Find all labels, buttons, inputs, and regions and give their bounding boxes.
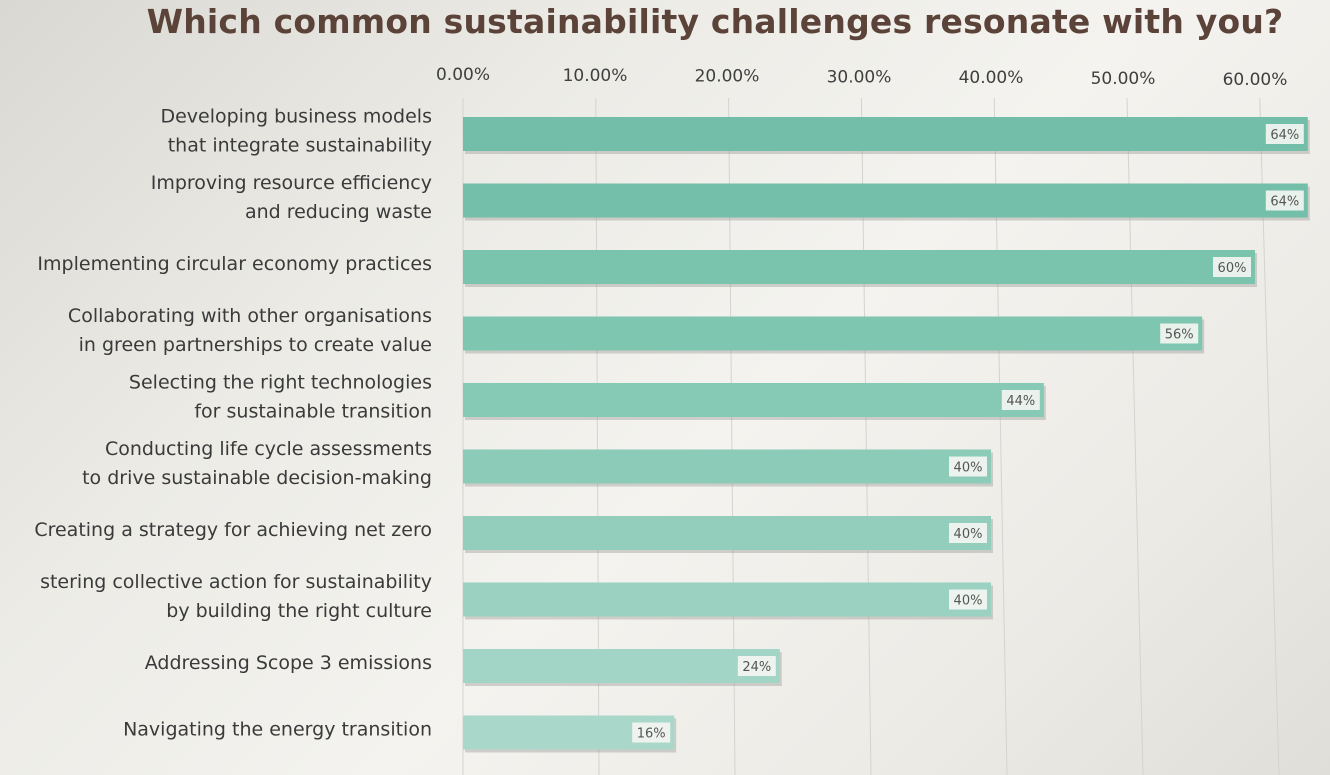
category-label: in green partnerships to create value (79, 334, 432, 356)
data-label: 40% (949, 456, 987, 477)
category-label: Creating a strategy for achieving net ze… (34, 519, 432, 541)
data-label: 44% (1001, 390, 1040, 410)
data-label-box (949, 523, 987, 543)
data-label-box (949, 456, 987, 477)
category-label: Selecting the right technologies (129, 372, 432, 394)
data-label: 40% (949, 523, 987, 543)
data-label-box (1160, 323, 1199, 344)
category-label: Developing business models (160, 106, 432, 128)
data-label-text: 24% (742, 660, 771, 675)
data-label-text: 64% (1270, 128, 1299, 143)
data-label-text: 44% (1006, 394, 1035, 409)
x-tick-label: 60.00% (1223, 70, 1288, 90)
data-label-box (632, 722, 671, 743)
category-label: Navigating the energy transition (123, 719, 432, 741)
data-label-box (1265, 124, 1304, 144)
bar (463, 649, 780, 683)
data-label: 24% (737, 656, 776, 676)
bar (463, 516, 991, 550)
category-label: Improving resource efficiency (151, 172, 432, 194)
bars (463, 117, 1310, 753)
x-tick-label: 50.00% (1091, 69, 1156, 89)
category-labels: Developing business models that integrate… (34, 106, 432, 741)
data-label: 40% (949, 589, 987, 610)
data-label-box (1213, 257, 1251, 277)
category-label: to drive sustainable decision-making (82, 467, 432, 489)
bar (463, 582, 991, 617)
data-label-text: 40% (954, 527, 983, 542)
x-tick-label: 40.00% (959, 68, 1024, 88)
x-tick-label: 20.00% (695, 67, 760, 87)
data-label-text: 40% (954, 594, 983, 609)
bar (463, 316, 1203, 351)
category-label: that integrate sustainability (168, 135, 432, 157)
category-label: Addressing Scope 3 emissions (145, 652, 432, 674)
data-label: 16% (632, 722, 671, 743)
category-label: Implementing circular economy practices (37, 253, 432, 275)
data-label-box (949, 589, 987, 610)
bar (463, 117, 1308, 151)
data-label-text: 64% (1270, 195, 1299, 210)
x-axis-ticks: 0.00% 10.00% 20.00% 30.00% 40.00% 50.00% 60.00… (436, 65, 1287, 90)
chart-title: Which common sustainability challenges r… (146, 2, 1284, 41)
data-label-text: 56% (1165, 328, 1194, 343)
category-label: stering collective action for sustainabi… (40, 571, 432, 593)
x-tick-label: 0.00% (436, 65, 490, 85)
data-label: 60% (1213, 257, 1251, 277)
data-label: 64% (1265, 190, 1304, 211)
category-label: by building the right culture (166, 600, 432, 622)
category-label: and reducing waste (245, 201, 432, 223)
data-label-text: 60% (1218, 261, 1247, 276)
data-label-text: 40% (954, 461, 983, 476)
data-label-text: 16% (637, 727, 666, 742)
category-label: Conducting life cycle assessments (105, 438, 432, 460)
data-labels: 64% 64% 60% 56% 44% 40% 40% 40% 24% 16% (632, 124, 1304, 743)
data-label-box (1265, 190, 1304, 211)
bar (463, 449, 991, 484)
data-label-box (737, 656, 776, 676)
bar (463, 383, 1044, 417)
x-tick-label: 30.00% (827, 67, 892, 87)
data-label: 64% (1265, 124, 1304, 144)
bar (463, 250, 1255, 284)
x-tick-label: 10.00% (563, 66, 628, 86)
data-label: 56% (1160, 323, 1199, 344)
category-label: for sustainable transition (194, 401, 432, 423)
category-label: Collaborating with other organisations (68, 305, 432, 327)
data-label-box (1001, 390, 1040, 410)
bar (463, 183, 1308, 218)
